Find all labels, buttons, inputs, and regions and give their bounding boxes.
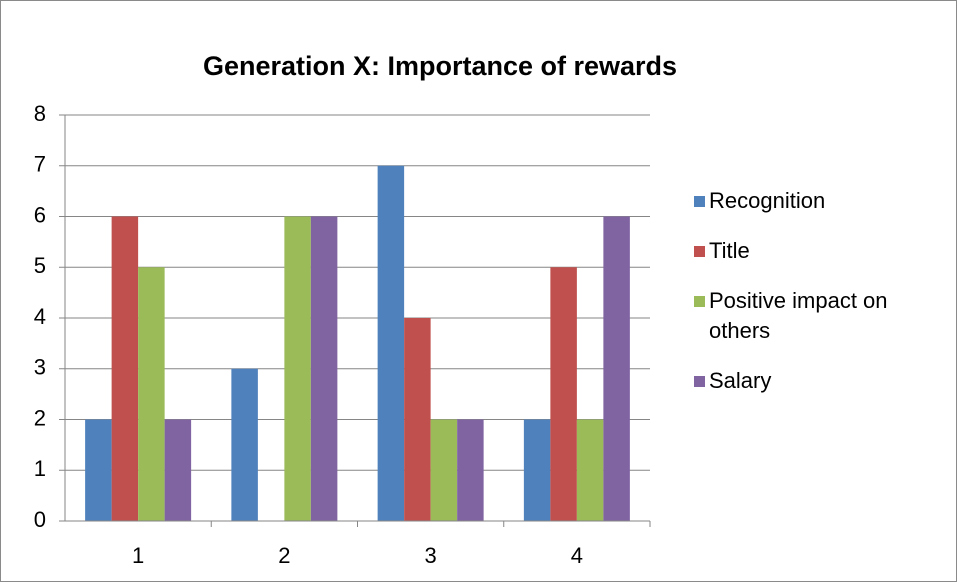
y-tick-label: 2: [34, 405, 46, 430]
x-tick-label: 1: [132, 543, 144, 568]
bar: [164, 419, 192, 521]
legend-item: Salary: [694, 366, 924, 396]
bar: [377, 165, 405, 521]
legend-item: Positive impact on others: [694, 286, 924, 346]
legend-label: Recognition: [709, 188, 826, 213]
legend-item: Title: [694, 236, 924, 266]
legend-swatch: [694, 296, 705, 307]
bar: [457, 419, 484, 521]
chart-title: Generation X: Importance of rewards: [203, 51, 677, 81]
y-tick-label: 0: [34, 507, 46, 532]
y-tick-label: 7: [34, 152, 46, 177]
legend-swatch: [694, 246, 705, 257]
legend-swatch: [694, 376, 705, 387]
bar: [523, 419, 551, 521]
bar: [85, 419, 112, 521]
bar: [111, 216, 139, 521]
y-tick-label: 5: [34, 253, 46, 278]
legend-label: Salary: [709, 368, 772, 393]
legend-label: Title: [709, 238, 750, 263]
x-tick-label: 2: [278, 543, 290, 568]
legend: Recognition Title Positive impact on other…: [694, 186, 924, 416]
bar: [310, 216, 338, 521]
y-tick-label: 6: [34, 202, 46, 227]
y-tick-label: 3: [34, 355, 46, 380]
bar: [404, 318, 431, 521]
y-tick-label: 4: [34, 304, 46, 329]
x-tick-label: 4: [571, 543, 583, 568]
bar: [550, 267, 577, 521]
legend-item: Recognition: [694, 186, 924, 216]
bar: [138, 267, 165, 521]
legend-swatch: [694, 196, 705, 207]
bar: [603, 216, 630, 521]
legend-label: Positive impact on others: [709, 288, 888, 343]
y-tick-label: 8: [34, 101, 46, 126]
bar: [576, 419, 604, 521]
y-tick-label: 1: [34, 456, 46, 481]
bar: [430, 419, 458, 521]
bar: [284, 216, 311, 521]
bar: [231, 368, 258, 521]
x-tick-label: 3: [425, 543, 437, 568]
